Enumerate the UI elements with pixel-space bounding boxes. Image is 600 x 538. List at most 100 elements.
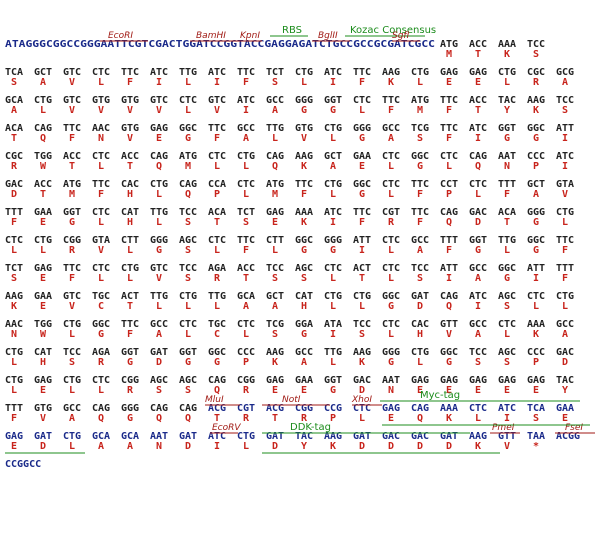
codon: CTG	[179, 291, 197, 302]
amino-acid: I	[475, 301, 481, 312]
codon: CCC	[237, 347, 255, 358]
amino-acid: G	[127, 413, 133, 424]
codon: TCA	[5, 67, 23, 78]
amino-acid: I	[156, 77, 162, 88]
amino-acid: L	[272, 133, 278, 144]
amino-acid: F	[127, 329, 133, 340]
codon: AGC	[150, 375, 168, 386]
amino-acid: T	[475, 105, 481, 116]
codon: AAG	[266, 347, 284, 358]
amino-acid: F	[127, 77, 133, 88]
feature-label: SgfI	[392, 31, 410, 41]
amino-acid: T	[475, 49, 481, 60]
amino-acid: I	[562, 161, 568, 172]
codon: GGG	[324, 235, 342, 246]
codon: TTC	[121, 67, 139, 78]
amino-acid: S	[504, 357, 510, 368]
amino-acid: S	[11, 273, 17, 284]
codon: CGG	[121, 375, 139, 386]
amino-acid: L	[69, 385, 75, 396]
amino-acid: K	[446, 413, 452, 424]
codon: TAC	[556, 375, 574, 386]
codon: TGC	[92, 291, 110, 302]
codon: CAT	[34, 347, 52, 358]
codon: GAA	[353, 151, 371, 162]
amino-acid: Y	[562, 385, 568, 396]
codon: ACA	[5, 123, 23, 134]
amino-acid: A	[330, 161, 336, 172]
codon: GGG	[527, 207, 545, 218]
codon: TTC	[63, 263, 81, 274]
codon: GCA	[237, 291, 255, 302]
amino-acid: M	[272, 189, 278, 200]
codon: GGC	[208, 347, 226, 358]
vector-sequence: ATAGGGCGGCCGGGAATTCGTCGACTGGATCCGGTACCGA…	[5, 39, 435, 50]
codon: GTC	[150, 95, 168, 106]
amino-acid: E	[475, 77, 481, 88]
vector-sequence: CCGGCC	[5, 459, 41, 470]
amino-acid: I	[243, 105, 249, 116]
codon: ATG	[179, 151, 197, 162]
codon: GCC	[411, 235, 429, 246]
codon: TCT	[237, 207, 255, 218]
codon: AAA	[527, 319, 545, 330]
amino-acid: C	[98, 301, 104, 312]
amino-acid: K	[330, 441, 336, 452]
feature-label: MluI	[205, 395, 224, 405]
amino-acid: Q	[185, 189, 191, 200]
codon: CTG	[324, 179, 342, 190]
amino-acid: A	[40, 77, 46, 88]
codon: GAG	[266, 207, 284, 218]
amino-acid: S	[475, 357, 481, 368]
codon: GTG	[92, 95, 110, 106]
codon: CAG	[179, 179, 197, 190]
amino-acid: V	[69, 301, 75, 312]
amino-acid: A	[533, 189, 539, 200]
amino-acid: T	[243, 273, 249, 284]
codon: CTC	[382, 319, 400, 330]
codon: CTG	[5, 375, 23, 386]
codon: TCC	[179, 207, 197, 218]
codon: ACG	[266, 403, 284, 414]
amino-acid: F	[69, 133, 75, 144]
codon: TTG	[150, 207, 168, 218]
amino-acid: T	[69, 161, 75, 172]
codon: TCC	[411, 263, 429, 274]
amino-acid: A	[272, 301, 278, 312]
codon: TTC	[353, 67, 371, 78]
amino-acid: F	[562, 273, 568, 284]
codon: CAC	[411, 319, 429, 330]
codon: GAT	[150, 347, 168, 358]
codon: GGG	[150, 235, 168, 246]
amino-acid: V	[40, 413, 46, 424]
codon: ATC	[208, 67, 226, 78]
codon: CTT	[121, 235, 139, 246]
amino-acid: Y	[504, 105, 510, 116]
amino-acid: L	[330, 357, 336, 368]
codon: TGC	[208, 319, 226, 330]
amino-acid: D	[272, 441, 278, 452]
codon: GAA	[295, 375, 313, 386]
amino-acid: E	[11, 441, 17, 452]
amino-acid: D	[359, 385, 365, 396]
amino-acid: E	[272, 385, 278, 396]
amino-acid: G	[156, 245, 162, 256]
codon: AAT	[150, 431, 168, 442]
codon: CGC	[5, 151, 23, 162]
codon: CTG	[324, 291, 342, 302]
codon: TCC	[266, 263, 284, 274]
codon: AAG	[382, 67, 400, 78]
codon: ATC	[237, 95, 255, 106]
amino-acid: L	[98, 385, 104, 396]
codon: AAG	[469, 431, 487, 442]
codon: GTG	[295, 123, 313, 134]
feature-label: XhoI	[351, 395, 372, 405]
codon: CTC	[382, 263, 400, 274]
codon: CAT	[295, 291, 313, 302]
amino-acid: T	[127, 301, 133, 312]
amino-acid: L	[185, 77, 191, 88]
amino-acid: K	[533, 329, 539, 340]
codon: AAG	[527, 95, 545, 106]
amino-acid: G	[214, 357, 220, 368]
amino-acid: L	[504, 245, 510, 256]
